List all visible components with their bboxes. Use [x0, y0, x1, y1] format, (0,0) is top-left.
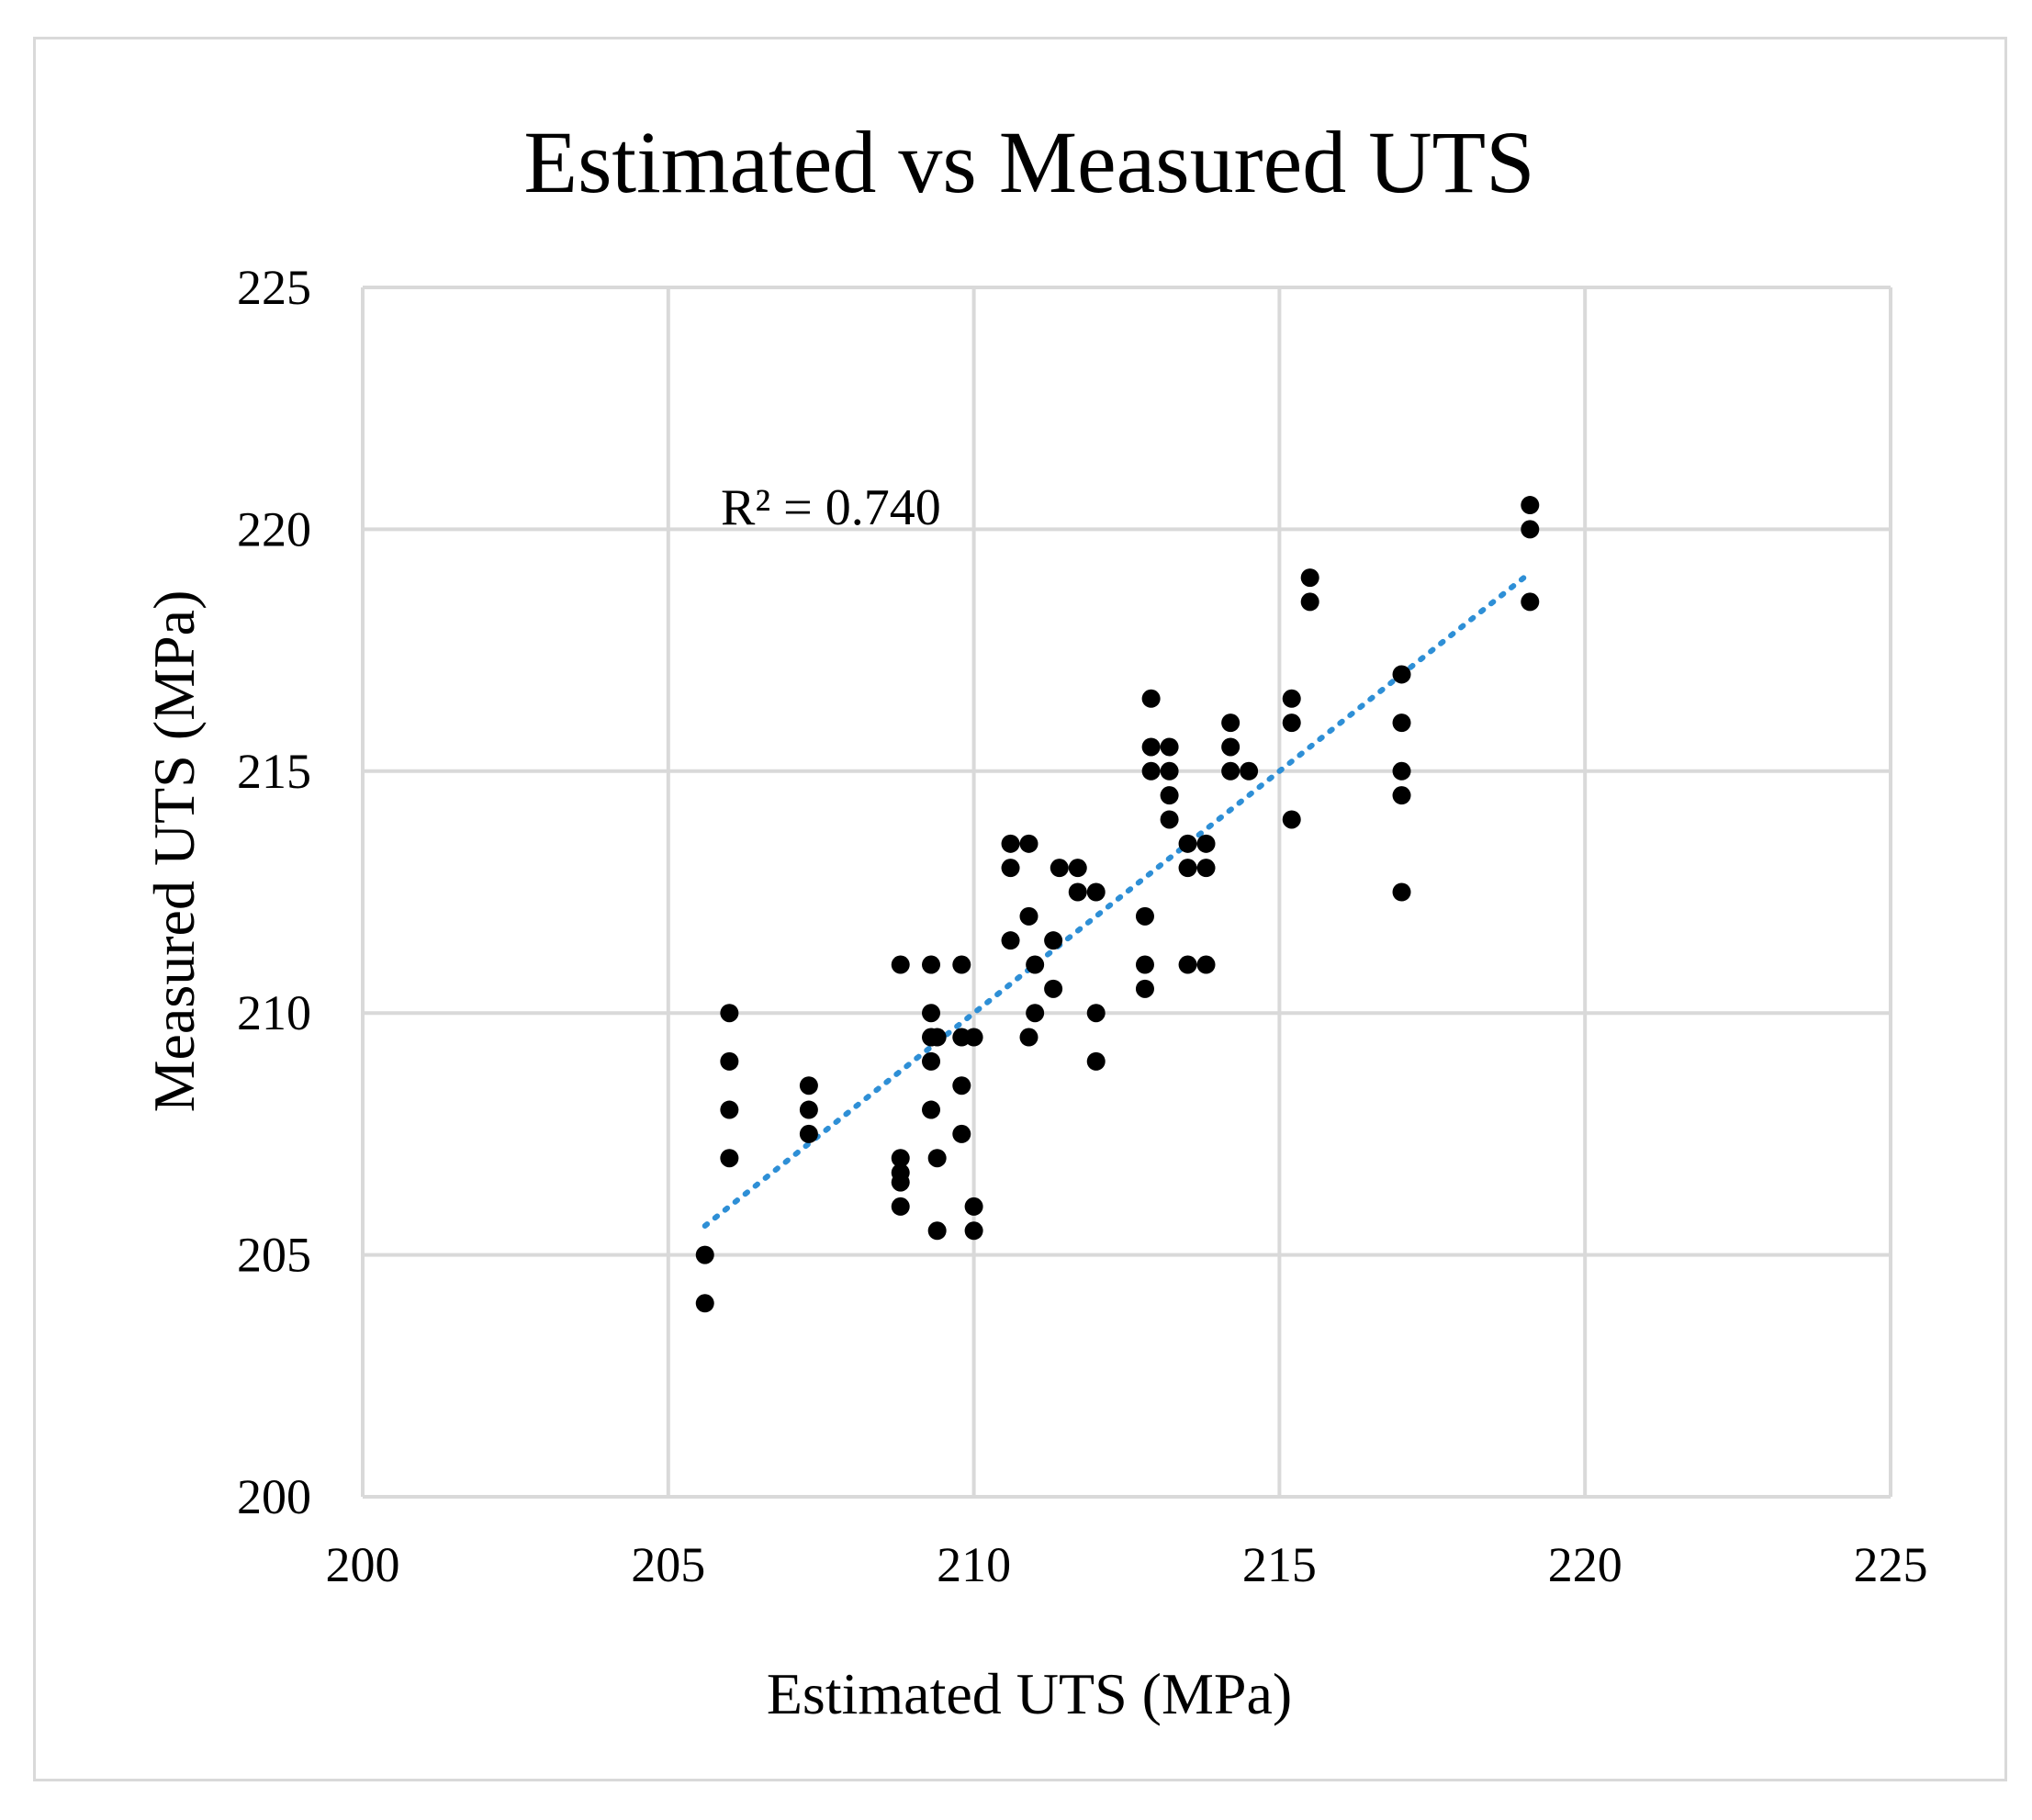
data-point-22: [952, 955, 971, 974]
data-point-59: [1196, 859, 1216, 878]
data-point-69: [1300, 592, 1319, 612]
r-squared-annotation: R² = 0.740: [721, 479, 941, 536]
data-point-20: [927, 1149, 947, 1168]
data-point-7: [799, 1100, 818, 1119]
data-point-2: [720, 1004, 739, 1023]
data-point-46: [1135, 955, 1154, 974]
x-tick-label-210: 210: [937, 1537, 1011, 1592]
data-point-64: [1240, 761, 1259, 781]
data-point-17: [922, 1051, 941, 1071]
data-point-70: [1392, 665, 1411, 684]
data-point-63: [1221, 761, 1241, 781]
data-point-61: [1221, 713, 1241, 733]
data-point-54: [1160, 810, 1179, 829]
data-point-1: [695, 1294, 714, 1313]
y-tick-label-210: 210: [237, 985, 311, 1040]
ticks-layer: 200 205 210 215 220 225 200 205 210 215 220 225: [237, 260, 1928, 1592]
scatter-chart: Estimated vs Measured UTS 200 205 210 215 22…: [141, 113, 1928, 1726]
data-point-39: [1050, 859, 1069, 878]
data-point-44: [1086, 1051, 1106, 1071]
grid-layer: [361, 286, 1892, 1499]
data-point-28: [964, 1221, 983, 1241]
data-point-53: [1160, 786, 1179, 805]
data-point-24: [952, 1076, 971, 1095]
data-point-55: [1178, 834, 1197, 853]
y-tick-label-215: 215: [237, 744, 311, 799]
data-point-50: [1141, 761, 1161, 781]
data-point-33: [1019, 906, 1038, 926]
data-point-26: [964, 1028, 983, 1047]
data-point-6: [799, 1076, 818, 1095]
data-point-38: [1044, 979, 1063, 998]
x-tick-label-220: 220: [1548, 1537, 1622, 1592]
data-point-42: [1086, 882, 1106, 902]
data-point-8: [799, 1124, 818, 1143]
data-point-29: [1001, 834, 1020, 853]
data-point-12: [891, 1173, 910, 1192]
y-tick-label-205: 205: [237, 1228, 311, 1283]
data-point-47: [1135, 979, 1154, 998]
data-point-49: [1141, 737, 1161, 757]
data-point-57: [1178, 955, 1197, 974]
data-point-60: [1196, 955, 1216, 974]
data-point-65: [1282, 689, 1301, 708]
data-point-45: [1135, 906, 1154, 926]
data-point-5: [720, 1149, 739, 1168]
y-axis-label: Measured UTS (MPa): [141, 590, 207, 1113]
data-point-9: [891, 955, 910, 974]
data-point-66: [1282, 713, 1301, 733]
x-tick-label-205: 205: [631, 1537, 705, 1592]
data-point-72: [1392, 761, 1411, 781]
data-point-18: [922, 1100, 941, 1119]
data-point-19: [927, 1028, 947, 1047]
data-point-51: [1160, 737, 1179, 757]
data-point-71: [1392, 713, 1411, 733]
x-tick-label-200: 200: [326, 1537, 400, 1592]
data-point-43: [1086, 1004, 1106, 1023]
data-point-68: [1300, 568, 1319, 588]
data-point-75: [1521, 496, 1540, 515]
chart-title: Estimated vs Measured UTS: [523, 113, 1534, 211]
data-point-62: [1221, 737, 1241, 757]
data-point-30: [1001, 859, 1020, 878]
x-tick-label-225: 225: [1854, 1537, 1928, 1592]
y-tick-label-200: 200: [237, 1469, 311, 1524]
data-point-13: [891, 1196, 910, 1216]
data-point-58: [1196, 834, 1216, 853]
points-layer: [695, 496, 1540, 1313]
data-point-36: [1026, 1004, 1045, 1023]
data-point-35: [1026, 955, 1045, 974]
data-point-37: [1044, 931, 1063, 950]
data-point-10: [891, 1149, 910, 1168]
data-point-56: [1178, 859, 1197, 878]
data-point-76: [1521, 520, 1540, 539]
x-axis-label: Estimated UTS (MPa): [767, 1661, 1292, 1726]
chart-frame: Estimated vs Measured UTS 200 205 210 215 22…: [33, 37, 2007, 1781]
data-point-77: [1521, 592, 1540, 612]
data-point-31: [1001, 931, 1020, 950]
data-point-67: [1282, 810, 1301, 829]
data-point-27: [964, 1196, 983, 1216]
y-tick-label-220: 220: [237, 501, 311, 556]
data-point-15: [922, 1004, 941, 1023]
data-point-52: [1160, 761, 1179, 781]
data-point-48: [1141, 689, 1161, 708]
data-point-3: [720, 1051, 739, 1071]
data-point-41: [1068, 882, 1087, 902]
data-point-40: [1068, 859, 1087, 878]
data-point-32: [1019, 834, 1038, 853]
data-point-21: [927, 1221, 947, 1241]
data-point-73: [1392, 786, 1411, 805]
data-point-34: [1019, 1028, 1038, 1047]
x-tick-label-215: 215: [1242, 1537, 1317, 1592]
y-tick-label-225: 225: [237, 260, 311, 315]
data-point-14: [922, 955, 941, 974]
data-point-74: [1392, 882, 1411, 902]
data-point-0: [695, 1245, 714, 1264]
data-point-25: [952, 1124, 971, 1143]
data-point-4: [720, 1100, 739, 1119]
